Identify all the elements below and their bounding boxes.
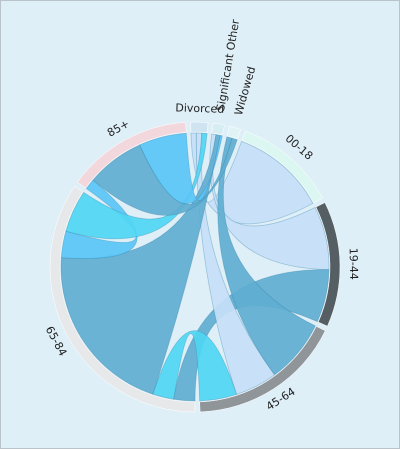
chord-19-44-significant-other[interactable]: [209, 133, 330, 271]
label-divorced: Divorced: [175, 101, 224, 115]
chord-45-64-65-84[interactable]: [152, 330, 238, 402]
chord-85-significant-other[interactable]: [139, 132, 223, 205]
arc-significant-other[interactable]: [211, 122, 225, 136]
chord-85-widowed[interactable]: [92, 137, 238, 216]
arc-widowed[interactable]: [226, 125, 241, 140]
arc-divorced[interactable]: [190, 121, 209, 133]
chord-65-84-divorced[interactable]: [65, 132, 208, 240]
chord-ribbons: [60, 132, 330, 402]
label-85: 85+: [105, 117, 132, 140]
label-widowed: Widowed: [232, 65, 258, 117]
group-arcs: [49, 121, 341, 413]
chord-45-64-divorced[interactable]: [195, 132, 276, 395]
label-19-44: 19-44: [347, 248, 361, 280]
arc-85[interactable]: [77, 122, 187, 189]
chord-65-84-significant-other[interactable]: [60, 134, 221, 395]
arc-45-64[interactable]: [199, 326, 326, 413]
chord-65-84-85[interactable]: [60, 179, 138, 259]
arc-00-18[interactable]: [241, 130, 323, 204]
chord-19-44-65-84[interactable]: [173, 269, 330, 402]
chord-45-64-widowed[interactable]: [217, 136, 316, 376]
arc-65-84[interactable]: [49, 185, 196, 413]
arc-19-44[interactable]: [315, 202, 341, 327]
